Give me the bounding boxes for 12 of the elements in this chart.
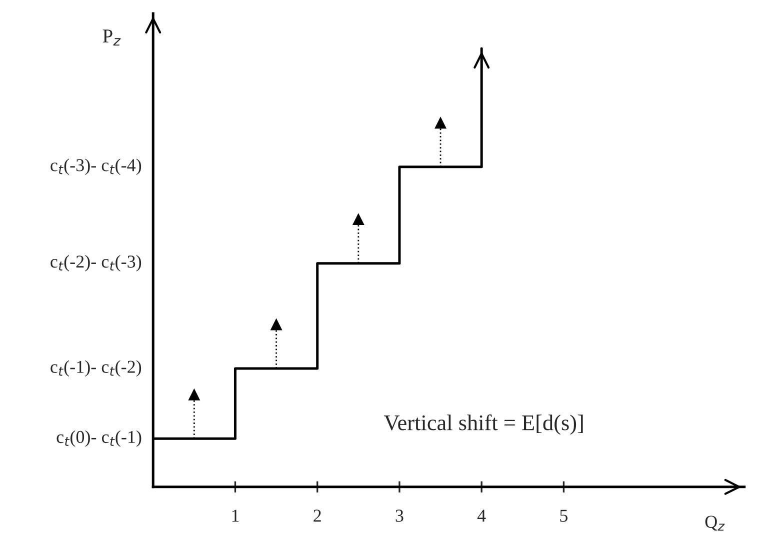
text: c$_{t}$(-2)- c$_{t}$(-3) xyxy=(50,255,142,272)
x-tick-label: 5 xyxy=(560,510,568,522)
text: c$_{t}$(-1)- c$_{t}$(-2) xyxy=(50,360,142,377)
x-tick-label: 4 xyxy=(477,510,486,522)
x-tick-label: 2 xyxy=(314,510,321,522)
x-tick-label: 3 xyxy=(396,510,404,522)
text: c$_{t}$(-3)- c$_{t}$(-4) xyxy=(50,158,142,175)
text: c$_{t}$(0)- c$_{t}$(-1) xyxy=(56,430,142,447)
x-axis-title: Q$_{z}$ xyxy=(705,516,725,531)
annotation: Vertical shift = E[d(s)] xyxy=(384,414,583,435)
y-axis-title: P$_{z}$ xyxy=(102,30,121,46)
x-tick-label: 1 xyxy=(232,510,239,522)
